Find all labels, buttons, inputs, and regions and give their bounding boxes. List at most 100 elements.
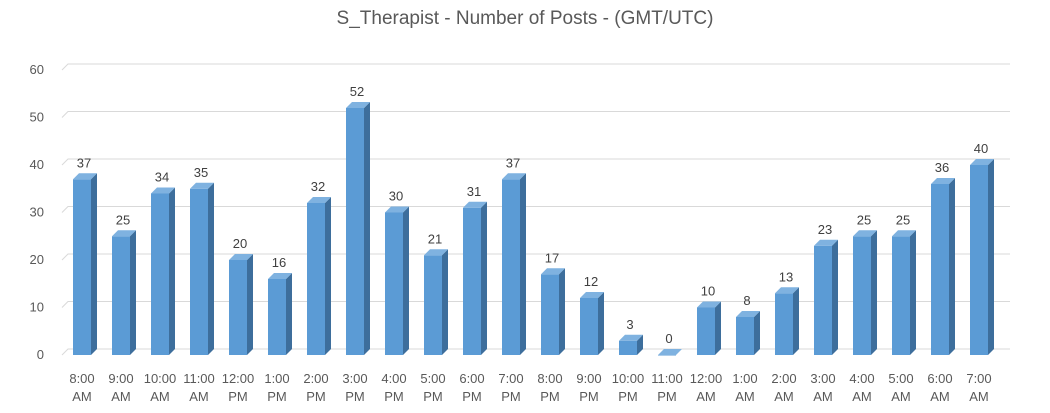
- bar-top: [619, 334, 643, 341]
- x-tick-label-period: PM: [501, 389, 521, 404]
- bar-front: [73, 179, 91, 355]
- bar-side: [481, 201, 487, 355]
- data-label: 23: [818, 222, 832, 237]
- data-label: 10: [701, 284, 715, 299]
- bar-front: [385, 212, 403, 355]
- bar-front: [190, 188, 208, 355]
- bar-front: [424, 255, 442, 355]
- bar-front: [892, 236, 910, 355]
- gridline: [61, 348, 1010, 356]
- bar-side: [715, 301, 721, 355]
- gridline: [61, 111, 1010, 118]
- bar-top: [502, 173, 526, 180]
- data-label: 36: [935, 160, 949, 175]
- bar-top: [268, 273, 292, 279]
- x-tick-label-time: 2:00: [771, 371, 796, 386]
- y-tick-label: 40: [30, 157, 44, 172]
- bar: [619, 334, 643, 355]
- data-label: 31: [467, 184, 481, 199]
- x-tick-label-period: PM: [657, 389, 677, 404]
- bar-front: [151, 193, 169, 355]
- data-label: 30: [389, 189, 403, 204]
- x-tick-label-period: AM: [72, 389, 92, 404]
- x-tick-label-period: AM: [813, 389, 833, 404]
- bar-side: [403, 206, 409, 355]
- x-tick-label-period: AM: [891, 389, 911, 404]
- x-tick-label-time: 8:00: [537, 371, 562, 386]
- bar-front: [502, 179, 520, 355]
- y-tick-label: 0: [37, 347, 44, 362]
- bar-front: [853, 236, 871, 355]
- x-tick-label-time: 7:00: [498, 371, 523, 386]
- bar: [892, 230, 916, 355]
- bar-top: [853, 230, 877, 237]
- x-tick-label-period: AM: [696, 389, 716, 404]
- x-tick-label-time: 12:00: [222, 371, 255, 386]
- bar-front: [931, 184, 949, 355]
- x-tick-label-period: AM: [774, 389, 794, 404]
- bar-top: [463, 201, 487, 208]
- x-tick-label-time: 8:00: [69, 371, 94, 386]
- bar: [853, 230, 877, 355]
- x-tick-label-period: PM: [306, 389, 326, 404]
- bar-side: [130, 230, 136, 355]
- x-tick-label-period: AM: [735, 389, 755, 404]
- bar: [931, 178, 955, 355]
- bars: [73, 102, 994, 356]
- data-label: 25: [857, 212, 871, 227]
- x-tick-label-time: 11:00: [651, 371, 683, 386]
- bar-side: [637, 334, 643, 355]
- bar: [775, 287, 799, 355]
- bar-side: [988, 159, 994, 355]
- x-tick-label-period: PM: [345, 389, 365, 404]
- gridline: [61, 253, 1010, 261]
- bar-top: [229, 254, 253, 260]
- x-tick-label-period: AM: [969, 389, 989, 404]
- bar-top: [775, 287, 799, 294]
- bar-front: [112, 236, 130, 355]
- bar-front: [619, 340, 637, 355]
- data-label: 35: [194, 165, 208, 180]
- y-tick-label: 20: [30, 252, 44, 267]
- data-label: 12: [584, 274, 598, 289]
- y-tick-label: 10: [30, 300, 44, 315]
- bar-side: [793, 287, 799, 355]
- bar-side: [871, 230, 877, 355]
- bar-top: [73, 173, 97, 180]
- bar-side: [169, 187, 175, 355]
- gridline: [61, 206, 1010, 213]
- x-tick-label-time: 4:00: [849, 371, 874, 386]
- bar-top: [658, 349, 682, 355]
- bar-front: [229, 260, 247, 355]
- x-axis-ticks: 8:00 AM 9:00 AM 10:00 AM 11:00 AM 12:00 PM 1:00 PM 2…: [69, 371, 991, 404]
- chart-title: S_Therapist - Number of Posts - (GMT/UTC…: [336, 8, 714, 29]
- bar-side: [325, 197, 331, 355]
- data-label: 34: [155, 170, 169, 185]
- x-tick-label-time: 1:00: [264, 371, 289, 386]
- x-tick-label-time: 9:00: [108, 371, 133, 386]
- bar-top: [307, 197, 331, 203]
- bar-front: [775, 293, 793, 355]
- bar: [190, 182, 214, 355]
- x-tick-label-time: 3:00: [810, 371, 835, 386]
- x-tick-label-period: PM: [423, 389, 443, 404]
- bar-side: [754, 311, 760, 355]
- bar: [424, 249, 448, 355]
- bar: [268, 273, 292, 355]
- bar-top: [151, 187, 175, 194]
- x-tick-label-time: 10:00: [612, 371, 645, 386]
- bar: [541, 268, 565, 355]
- data-label: 32: [311, 179, 325, 194]
- x-tick-label-time: 1:00: [732, 371, 757, 386]
- gridline: [61, 301, 1010, 308]
- bar-side: [364, 102, 370, 355]
- bar-front: [736, 317, 754, 355]
- x-tick-label-time: 12:00: [690, 371, 723, 386]
- x-tick-label-period: PM: [384, 389, 404, 404]
- bar-front: [814, 245, 832, 355]
- data-label: 8: [743, 293, 750, 308]
- x-tick-label-time: 5:00: [420, 371, 445, 386]
- x-tick-label-time: 6:00: [459, 371, 484, 386]
- bar-top: [814, 239, 838, 246]
